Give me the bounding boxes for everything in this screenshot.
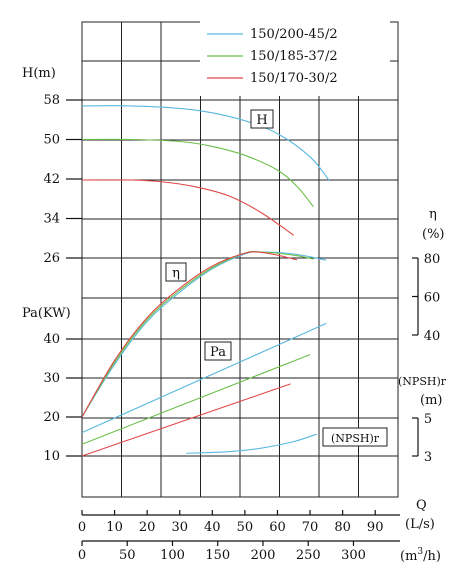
x-flow-m3h-unit: (m3/h) [400,547,441,564]
x-flow-ls-tick-label: 70 [302,520,319,535]
power-curve [81,383,291,457]
x-flow-ls-tick-label: 30 [171,520,188,535]
label-power-frame [204,341,232,361]
power-curve [81,354,311,445]
x-flow-name: Q [416,498,427,513]
x-flow-ls-tick-label: 50 [237,520,254,535]
label-npsh-box: (NPSH)r [322,427,388,447]
y-head-ticks: 26 34 42 50 58 [43,93,82,266]
label-npsh-frame [322,427,388,447]
label-power: Pa [210,345,226,360]
npsh-curve [186,433,317,454]
y-eff-symbol: η [429,207,437,222]
y-npsh-tick-label: 5 [424,412,432,427]
efficiency-curve [81,251,327,418]
x-flow-m3h-unit-prefix: (m [400,549,417,564]
power-curve [81,322,327,434]
legend: 150/200-45/2 150/185-37/2 150/170-30/2 [200,20,390,96]
label-efficiency-frame [165,262,187,282]
legend-label-2: 150/185-37/2 [250,49,338,64]
head-curve [81,105,331,182]
y-power-tick-label: 40 [43,332,60,347]
efficiency-curve [81,250,314,418]
x-flow-m3h-tick-label: 200 [251,548,276,563]
legend-background [200,20,390,96]
x-flow-m3h-tick-label: 0 [78,548,86,563]
head-curve [81,138,314,208]
y-head-label: H(m) [22,66,56,81]
label-power-box: Pa [204,341,232,361]
y-npsh-label: (NPSH)r [398,375,447,388]
x-flow-m3h-tick-label: 250 [296,548,321,563]
label-efficiency-box: η [165,262,187,282]
x-flow-ls-tick-label: 10 [106,520,123,535]
y-head-tick-label: 58 [43,93,60,108]
chart-grid [81,21,399,498]
y-eff-unit: (%) [422,227,445,242]
y-npsh-axis: 35 [412,412,432,465]
x-flow-m3h-axis: 0 50 100 150 200 250 300 [78,540,400,563]
y-power-tick-label: 30 [43,371,60,386]
legend-label-1: 150/200-45/2 [250,27,338,42]
y-head-tick-label: 34 [43,212,60,227]
label-head-frame [250,109,274,129]
y-head-tick-label: 42 [43,172,60,187]
y-power-ticks: 10 20 30 40 [43,332,82,464]
y-npsh-tick-label: 3 [424,450,432,465]
x-flow-ls-axis: 0 10 20 30 40 50 60 70 80 90 [78,510,400,535]
x-flow-m3h-tick-label: 50 [119,548,136,563]
legend-label-3: 150/170-30/2 [250,71,338,86]
head-curve [81,179,295,236]
x-flow-m3h-tick-label: 100 [160,548,185,563]
y-head-tick-label: 50 [43,133,60,148]
label-npsh: (NPSH)r [331,432,380,445]
x-flow-ls-tick-label: 20 [139,520,156,535]
x-flow-m3h-unit-sup: 3 [417,547,423,557]
y-eff-tick-label: 80 [424,252,441,267]
x-flow-ls-tick-label: 80 [334,520,351,535]
label-head-box: H [250,109,274,129]
efficiency-curve [81,251,298,418]
x-flow-ls-tick-label: 40 [204,520,221,535]
y-power-tick-label: 10 [43,449,60,464]
y-power-tick-label: 20 [43,410,60,425]
y-head-tick-label: 26 [43,251,60,266]
y-eff-tick-label: 40 [424,329,441,344]
x-flow-ls-tick-label: 90 [367,520,384,535]
curves [81,105,331,457]
y-eff-axis: 40 60 80 [412,252,440,344]
label-efficiency: η [172,266,180,281]
x-flow-m3h-tick-label: 150 [205,548,230,563]
y-eff-tick-label: 60 [424,291,441,306]
x-flow-m3h-unit-suffix: /h) [423,549,441,564]
x-flow-ls-tick-label: 60 [269,520,286,535]
y-npsh-unit: (m) [420,393,442,408]
x-flow-m3h-tick-label: 300 [341,548,366,563]
label-head: H [256,113,267,128]
x-flow-ls-unit: (L/s) [405,517,435,532]
y-power-label: Pa(KW) [22,306,71,321]
x-flow-ls-tick-label: 0 [78,520,86,535]
